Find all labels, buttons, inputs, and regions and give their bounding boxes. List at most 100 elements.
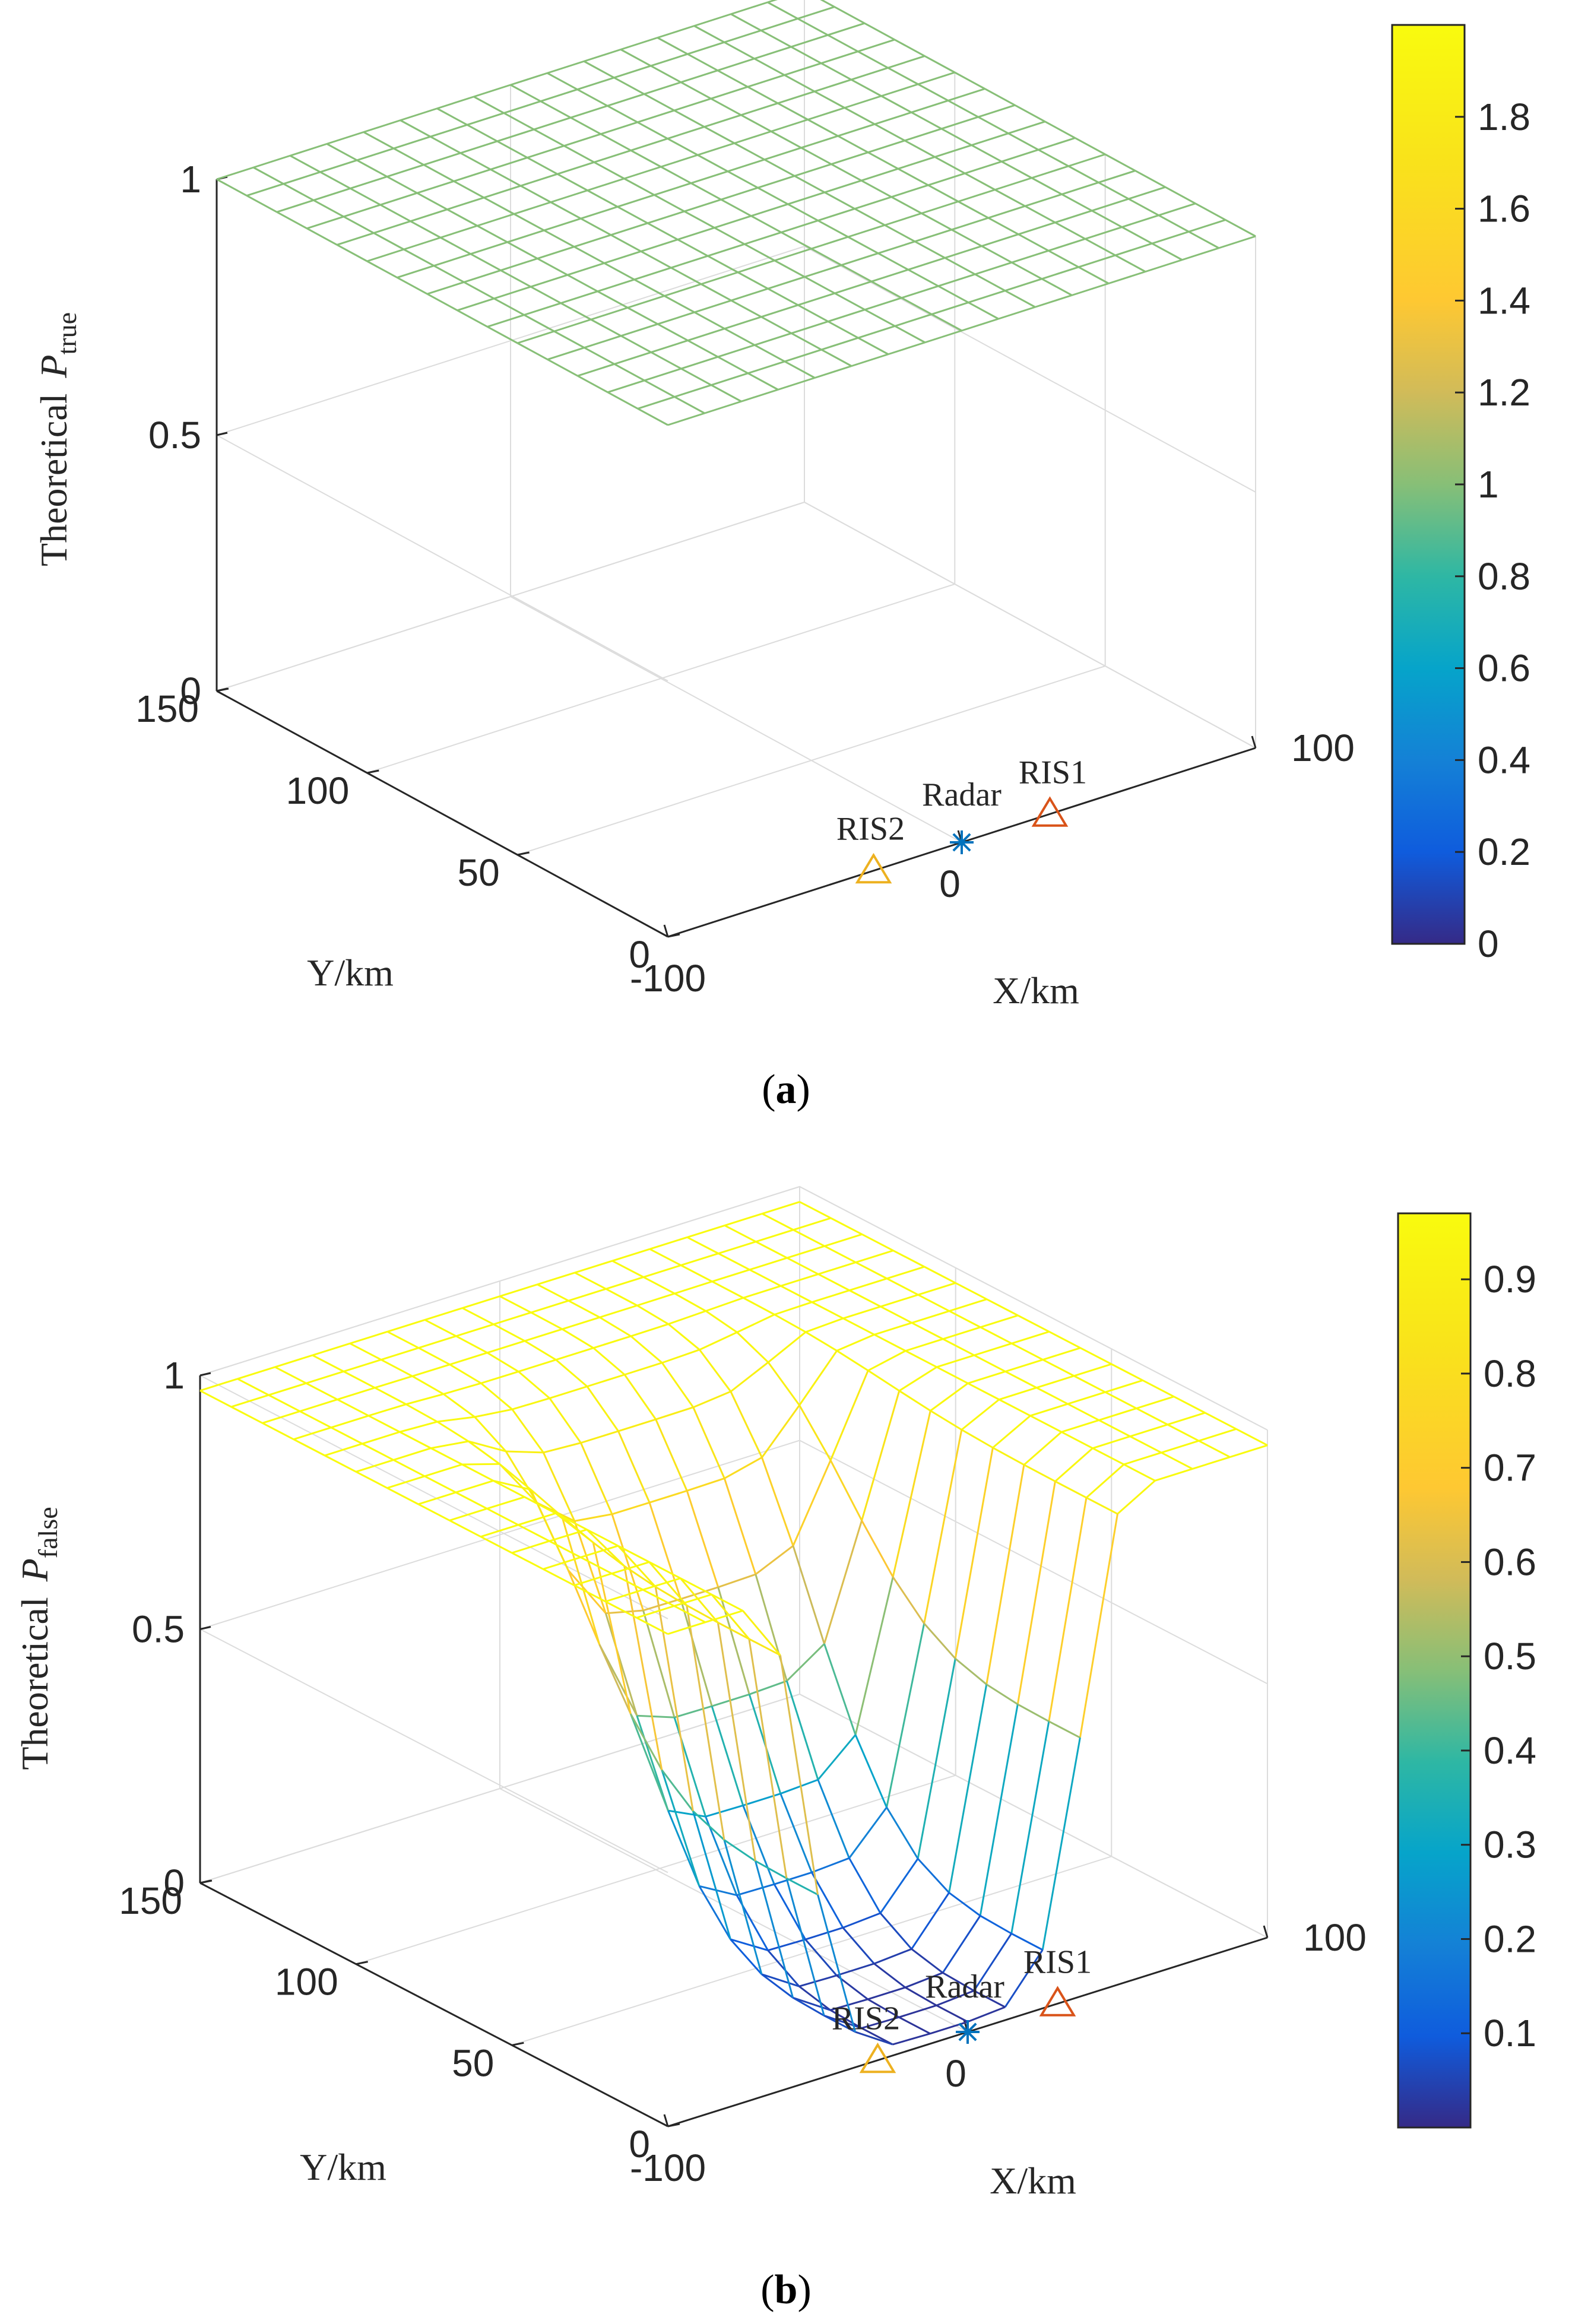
gridline-z <box>199 1693 1268 1938</box>
mesh-line <box>707 243 745 257</box>
mesh-line <box>533 116 571 131</box>
mesh-line <box>1017 1703 1050 1723</box>
mesh-line <box>1085 226 1123 240</box>
mesh-line <box>949 1310 981 1329</box>
mesh-line <box>393 1447 432 1461</box>
mesh-line <box>613 77 645 95</box>
mesh-line <box>276 211 308 230</box>
z-axis-label-text: Theoretical <box>33 394 75 566</box>
mesh-line <box>787 191 825 205</box>
box-edge <box>199 1186 800 1376</box>
mesh-line <box>864 309 896 327</box>
mesh-line <box>921 201 959 214</box>
mesh-line <box>730 1 768 15</box>
mesh-line <box>724 1213 763 1226</box>
ris1-label: RIS1 <box>1023 1943 1092 1980</box>
mesh-line <box>784 74 815 93</box>
mesh-line <box>306 1382 338 1400</box>
mesh-line <box>1117 1480 1156 1515</box>
y-tick <box>512 2041 524 2046</box>
mesh-line <box>724 1456 763 1479</box>
mesh-line <box>493 1311 531 1326</box>
mesh-line <box>520 185 552 203</box>
mesh-line <box>686 1605 725 1840</box>
mesh-line <box>985 1683 1019 1705</box>
mesh-line <box>894 325 926 344</box>
mesh-line <box>667 126 705 139</box>
mesh-line <box>1105 1379 1143 1393</box>
mesh-line <box>780 1273 819 1287</box>
mesh-line <box>1123 1451 1162 1466</box>
x-tick <box>663 2114 669 2127</box>
mesh-line <box>924 55 956 74</box>
mesh-line <box>410 208 448 223</box>
mesh-line <box>805 1331 838 1352</box>
mesh-line <box>901 297 933 315</box>
x-tick-label: 100 <box>1303 1916 1367 1959</box>
z-tick-label: 1 <box>163 1354 185 1397</box>
mesh-line <box>405 1393 444 1406</box>
y-tick <box>356 1961 368 1965</box>
mesh-line <box>901 285 939 299</box>
mesh-line <box>837 135 869 154</box>
panel-a: 00.51050100150-1000100X/kmY/kmTheoretica… <box>33 0 1530 1012</box>
mesh-line <box>924 329 962 344</box>
mesh-line <box>416 192 448 211</box>
mesh-line <box>580 1442 613 1515</box>
mesh-line <box>954 71 985 90</box>
mesh-line <box>246 195 278 213</box>
mesh-line <box>446 196 484 211</box>
mesh-line <box>744 243 775 262</box>
mesh-line <box>787 1257 819 1275</box>
mesh-line <box>1005 1359 1044 1372</box>
mesh-line <box>693 1390 731 1409</box>
mesh-line <box>399 1421 438 1433</box>
mesh-line <box>881 83 918 97</box>
mesh-line <box>313 188 351 201</box>
mesh-line <box>668 1809 706 1818</box>
mesh-line <box>544 217 581 232</box>
mesh-line <box>480 1382 513 1410</box>
radar-marker <box>952 833 971 852</box>
mesh-line <box>613 65 651 79</box>
mesh-line <box>823 2015 856 2033</box>
mesh-line <box>736 1331 769 1363</box>
mesh-line <box>931 302 969 315</box>
mesh-line <box>1041 266 1079 280</box>
mesh-line <box>503 112 535 131</box>
mesh-line <box>898 156 936 170</box>
mesh-line <box>424 1307 463 1321</box>
mesh-line <box>699 1885 737 1897</box>
mesh-line <box>605 1589 644 1603</box>
mesh-line <box>817 1894 857 2033</box>
mesh-line <box>1048 249 1079 268</box>
mesh-line <box>530 1489 569 1571</box>
y-tick <box>216 687 229 692</box>
mesh-line <box>785 1878 825 2016</box>
mesh-line <box>724 316 762 330</box>
mesh-line <box>327 131 364 145</box>
mesh-line <box>1158 202 1196 217</box>
mesh-line <box>841 252 879 267</box>
mesh-line <box>418 1491 457 1505</box>
mesh-line <box>636 1292 675 1307</box>
mesh-line <box>786 1877 819 1896</box>
mesh-line <box>1167 1423 1200 1442</box>
mesh-line <box>831 151 869 166</box>
mesh-line <box>506 1450 544 1454</box>
mesh-line <box>436 107 468 126</box>
mesh-line <box>945 257 976 275</box>
panel-b: 00.51050100150-1000100X/kmY/kmTheoretica… <box>14 1185 1536 2202</box>
mesh-line <box>792 1996 825 2017</box>
mesh-line <box>874 1333 907 1352</box>
mesh-line <box>942 1338 975 1356</box>
mesh-line <box>717 1587 750 1695</box>
mesh-line <box>871 280 902 299</box>
mesh-line <box>694 299 732 313</box>
mesh-line <box>593 1335 632 1349</box>
surface-mesh <box>216 0 1256 426</box>
mesh-line <box>623 1565 663 1770</box>
mesh-line <box>283 171 321 185</box>
colorbar-tick-label: 0.6 <box>1484 1540 1536 1583</box>
mesh-line <box>774 259 806 278</box>
